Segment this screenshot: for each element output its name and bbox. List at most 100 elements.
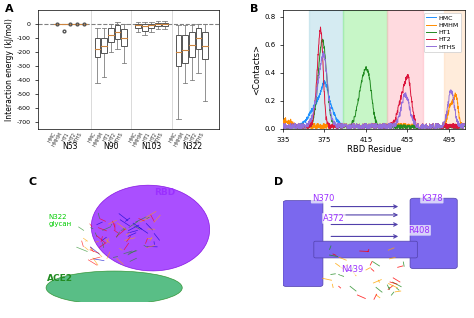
FancyBboxPatch shape [142, 24, 147, 31]
HMC [373, 127, 378, 131]
HMHM [462, 122, 467, 126]
Text: A: A [5, 3, 14, 14]
Text: B: B [250, 3, 259, 14]
HMC [396, 125, 402, 129]
Text: HTHS: HTHS [194, 131, 205, 145]
Line: HMC: HMC [283, 80, 465, 129]
FancyBboxPatch shape [135, 24, 141, 28]
Text: HT2: HT2 [189, 131, 199, 142]
Text: HTHS: HTHS [113, 131, 124, 145]
HMHM [396, 124, 401, 128]
HT2 [297, 127, 302, 131]
HT1 [386, 126, 392, 130]
HT2 [292, 126, 297, 130]
HT1 [437, 126, 443, 129]
Text: A372: A372 [323, 214, 345, 223]
Text: HMHM: HMHM [173, 131, 185, 148]
Text: N53: N53 [63, 142, 78, 151]
HMC [321, 79, 327, 82]
HT1 [391, 126, 396, 130]
HMC [386, 126, 392, 130]
HTHS [320, 50, 326, 54]
HT2 [418, 124, 424, 128]
Text: K378: K378 [421, 194, 443, 203]
FancyBboxPatch shape [148, 24, 154, 28]
HTHS [292, 126, 297, 130]
HMHM [280, 121, 286, 125]
FancyBboxPatch shape [121, 29, 127, 46]
HMC [462, 123, 467, 127]
Text: HT1: HT1 [61, 131, 70, 142]
HT1 [319, 37, 325, 41]
HMHM [391, 127, 396, 131]
X-axis label: RBD Residue: RBD Residue [346, 145, 401, 154]
Text: HMHM: HMHM [51, 131, 64, 148]
Text: HTHS: HTHS [73, 131, 83, 145]
Text: HT2: HT2 [68, 131, 77, 142]
Text: HT1: HT1 [182, 131, 192, 142]
HMC [292, 126, 297, 130]
FancyBboxPatch shape [176, 35, 182, 66]
HTHS [418, 124, 424, 128]
FancyBboxPatch shape [202, 32, 208, 59]
Line: HTHS: HTHS [283, 52, 465, 129]
Line: HMHM: HMHM [283, 93, 465, 129]
HMHM [386, 125, 392, 129]
HTHS [297, 127, 302, 131]
HMC [280, 126, 286, 129]
Bar [444, 10, 465, 129]
Y-axis label: <Contacts>: <Contacts> [252, 44, 261, 95]
HMHM [328, 127, 333, 131]
HT2 [396, 103, 402, 107]
Ellipse shape [46, 271, 182, 305]
Text: HMC: HMC [47, 131, 57, 143]
FancyBboxPatch shape [182, 35, 188, 63]
Text: HT1: HT1 [142, 131, 151, 142]
FancyBboxPatch shape [108, 28, 114, 42]
HMC [391, 126, 396, 130]
FancyBboxPatch shape [196, 28, 201, 49]
FancyBboxPatch shape [115, 25, 120, 39]
HTHS [462, 122, 467, 126]
HT2 [386, 125, 392, 129]
HTHS [391, 125, 396, 129]
Text: N322
glycан: N322 glycан [49, 214, 72, 227]
Text: HT1: HT1 [101, 131, 111, 142]
Text: N322: N322 [182, 142, 202, 151]
Text: HMC: HMC [128, 131, 138, 143]
Bar [309, 10, 343, 129]
Text: ACE2: ACE2 [47, 273, 73, 283]
Text: R408: R408 [408, 226, 430, 235]
FancyBboxPatch shape [189, 32, 195, 57]
Text: HMC: HMC [88, 131, 98, 143]
HMHM [452, 91, 458, 95]
HMC [418, 125, 424, 129]
HMHM [418, 125, 424, 129]
FancyBboxPatch shape [155, 23, 161, 26]
Text: N103: N103 [141, 142, 162, 151]
HT1 [292, 126, 297, 130]
Text: N439: N439 [341, 265, 363, 274]
Text: HTHS: HTHS [154, 131, 164, 145]
Line: HT2: HT2 [283, 27, 465, 129]
HT1 [396, 125, 402, 129]
Text: C: C [29, 177, 37, 187]
Text: HMC: HMC [168, 131, 179, 143]
Text: D: D [274, 177, 283, 187]
HT1 [297, 127, 302, 131]
FancyBboxPatch shape [314, 241, 417, 258]
HTHS [386, 125, 392, 129]
HT1 [280, 126, 286, 129]
HT2 [462, 122, 467, 126]
FancyBboxPatch shape [162, 23, 167, 26]
HMHM [292, 125, 297, 129]
Text: HT2: HT2 [149, 131, 158, 142]
Text: HMHM: HMHM [132, 131, 145, 148]
Ellipse shape [91, 185, 210, 271]
Text: N90: N90 [103, 142, 118, 151]
HT2 [280, 125, 286, 129]
HTHS [280, 125, 286, 129]
Text: N370: N370 [312, 194, 334, 203]
Legend: HMC, HMHM, HT1, HT2, HTHS: HMC, HMHM, HT1, HT2, HTHS [424, 13, 461, 52]
HT2 [318, 25, 323, 29]
